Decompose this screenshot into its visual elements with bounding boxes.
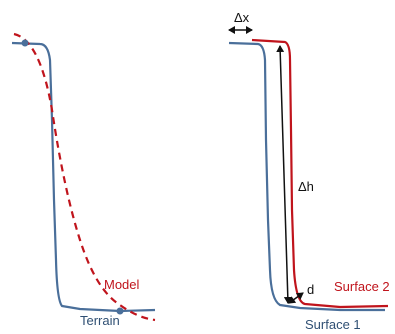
delta-h-arrow xyxy=(276,45,292,304)
model-label: Model xyxy=(104,277,140,292)
surface1-label: Surface 1 xyxy=(305,317,361,332)
terrain-curve xyxy=(11,41,156,313)
d-arrow xyxy=(288,292,304,304)
delta-h-label: Δh xyxy=(298,179,314,194)
left-panel: Model Terrain xyxy=(11,32,156,328)
surface2-curve xyxy=(251,38,389,309)
surface1-curve xyxy=(228,41,385,312)
delta-x-label: Δx xyxy=(234,10,250,25)
model-curve xyxy=(13,32,156,322)
terrain-model-intersection-top xyxy=(21,39,29,47)
d-label: d xyxy=(307,282,314,297)
right-panel: Δx Δh d Surface 2 Surface 1 xyxy=(228,10,390,332)
terrain-model-intersection-bottom xyxy=(116,307,124,315)
surface2-label: Surface 2 xyxy=(334,279,390,294)
terrain-label: Terrain xyxy=(80,313,120,328)
